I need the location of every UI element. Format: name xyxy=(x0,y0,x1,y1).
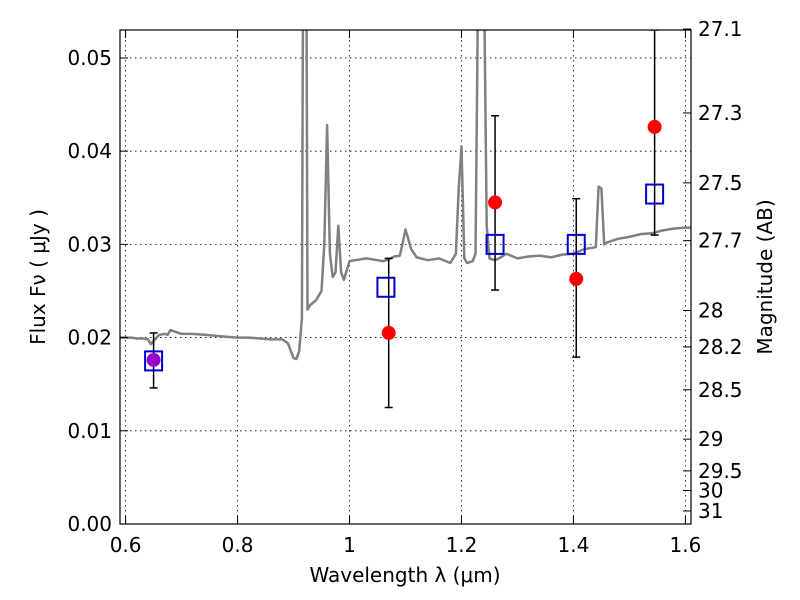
model-square xyxy=(645,183,665,205)
y-tick-label: 0.01 xyxy=(67,419,112,443)
grid-layer xyxy=(120,30,691,525)
mag-tick-label: 31 xyxy=(698,499,723,523)
mag-tick-label: 28 xyxy=(698,299,723,323)
y-tick-label: 0.04 xyxy=(67,139,112,163)
x-tick-label: 0.6 xyxy=(110,533,142,557)
axis-ticks: 0.6 0.8 1 1.2 1.4 1.6 0.00 0.01 0.02 0.03 0.04 0.05… xyxy=(67,17,742,557)
mag-tick-label: 27.3 xyxy=(698,101,743,125)
x-tick-label: 1 xyxy=(343,533,356,557)
x-axis-title: Wavelength λ (μm) xyxy=(309,563,500,587)
observed-point xyxy=(569,271,584,286)
x-tick-label: 1.2 xyxy=(446,533,478,557)
y-tick-label: 0.03 xyxy=(67,232,112,256)
x-tick-label: 1.4 xyxy=(558,533,590,557)
mag-tick-label: 27.1 xyxy=(698,17,743,41)
model-square xyxy=(566,233,586,255)
model-square xyxy=(376,276,396,298)
y-axis-title: Flux Fν ( μJy ) xyxy=(26,209,50,345)
plot-frame xyxy=(119,29,692,525)
x-tick-label: 1.6 xyxy=(669,533,701,557)
mag-tick-label: 28.2 xyxy=(698,335,743,359)
y-tick-label: 0.05 xyxy=(67,46,112,70)
observed-point xyxy=(488,195,503,210)
y2-axis-title: Magnitude (AB) xyxy=(753,199,777,354)
mag-tick-label: 29.5 xyxy=(698,459,743,483)
sed-model-line xyxy=(120,30,691,361)
observed-point xyxy=(381,325,396,340)
y-tick-label: 0.02 xyxy=(67,326,112,350)
model-square xyxy=(144,350,164,372)
observed-point xyxy=(647,119,662,134)
y-tick-label: 0.00 xyxy=(67,512,112,536)
mag-tick-label: 28.5 xyxy=(698,378,743,402)
mag-tick-label: 29 xyxy=(698,427,723,451)
x-tick-label: 0.8 xyxy=(222,533,254,557)
model-square xyxy=(485,233,505,255)
plot-content xyxy=(120,30,691,409)
observed-point xyxy=(146,352,161,367)
mag-tick-label: 27.5 xyxy=(698,171,743,195)
mag-tick-label: 27.7 xyxy=(698,229,743,253)
mag-tick-label: 30 xyxy=(698,478,723,502)
